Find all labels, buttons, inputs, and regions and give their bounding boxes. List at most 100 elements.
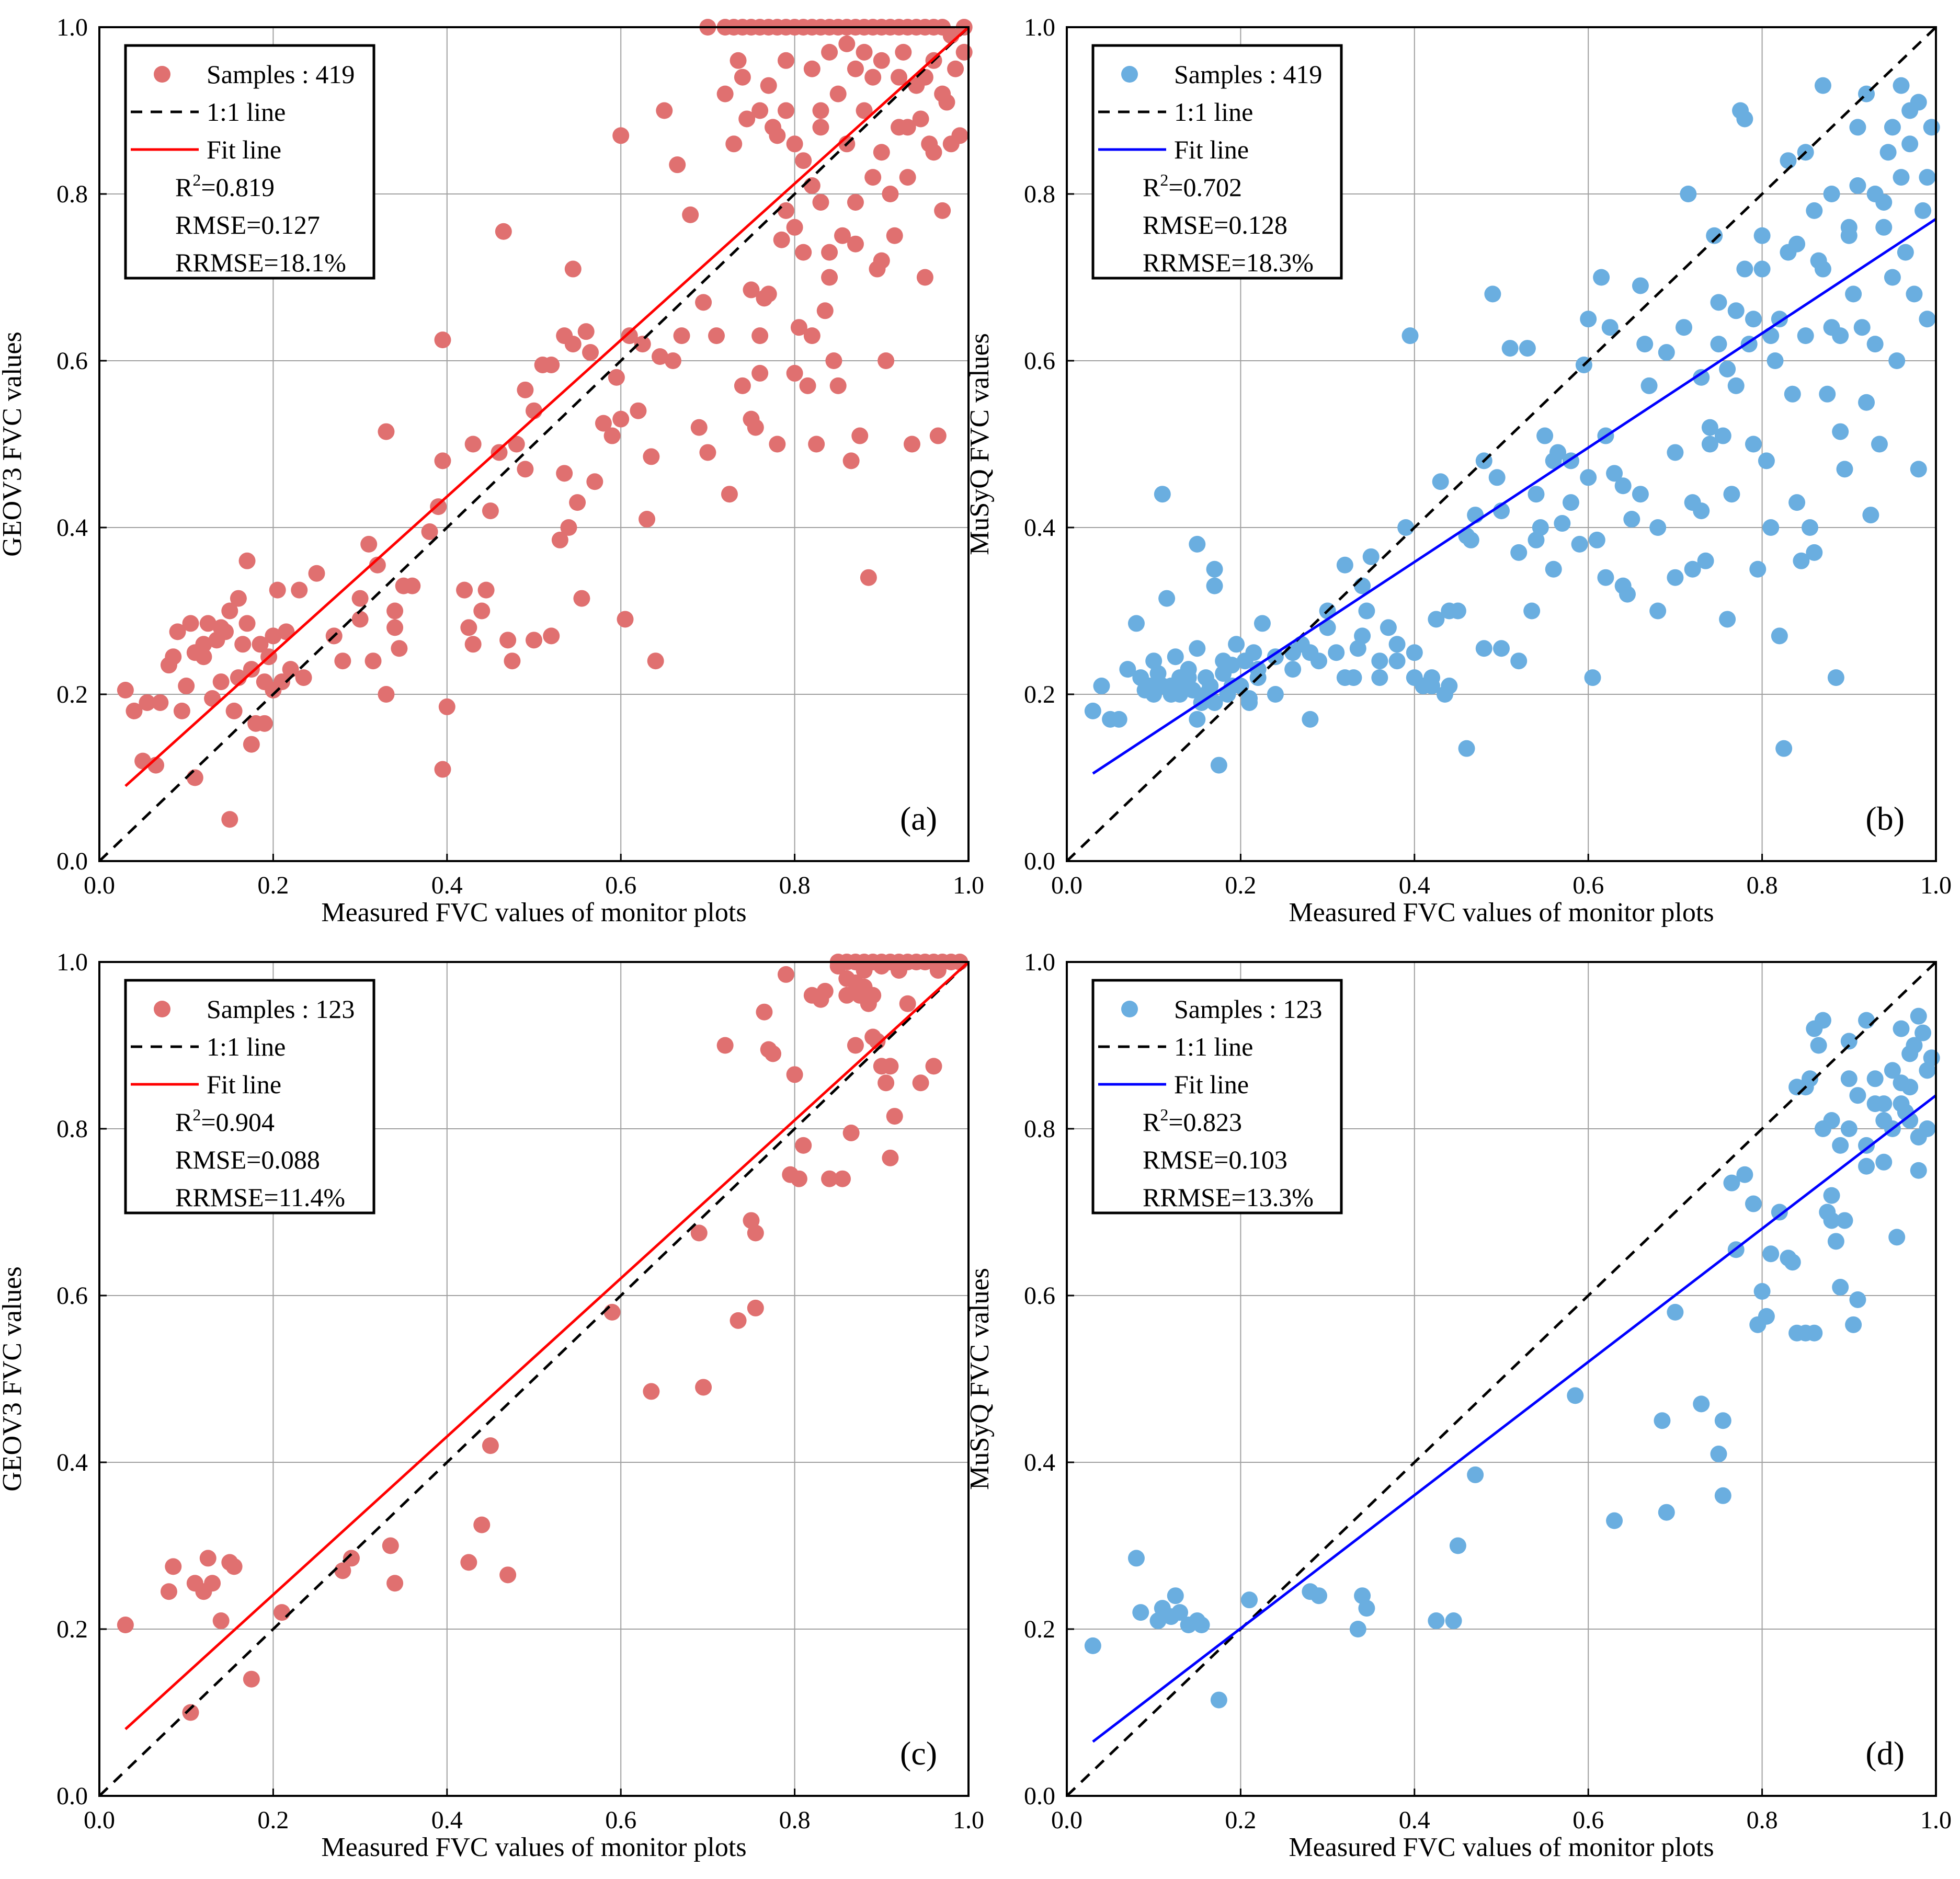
data-point	[829, 377, 847, 394]
data-point	[847, 1037, 864, 1054]
data-point	[1840, 1120, 1858, 1137]
fit-line	[124, 26, 970, 787]
data-point	[1714, 1487, 1731, 1504]
data-point	[751, 327, 769, 345]
data-point	[1858, 1012, 1875, 1029]
legend-box	[1091, 979, 1343, 1215]
legend-rmse: RMSE=0.103	[1143, 1145, 1287, 1174]
data-point	[517, 461, 534, 478]
data-point	[1619, 586, 1636, 603]
legend-r2: R2=0.702	[1143, 170, 1242, 202]
data-point	[1736, 260, 1753, 278]
x-tick-label: 0.8	[779, 872, 811, 899]
data-point	[1562, 494, 1579, 511]
data-point	[777, 202, 794, 219]
data-point	[621, 327, 638, 345]
data-point	[716, 85, 734, 102]
data-point	[1241, 1591, 1258, 1609]
y-tick-label: 0.8	[1024, 1115, 1055, 1143]
data-point	[925, 1058, 942, 1075]
data-point	[1823, 319, 1840, 336]
legend: Samples : 123 1:1 line Fit line R2=0.823 RMS…	[1091, 979, 1343, 1215]
data-point	[899, 169, 916, 186]
data-point	[1510, 652, 1528, 670]
data-point	[238, 552, 256, 569]
data-point	[195, 636, 212, 653]
data-point	[269, 581, 286, 599]
data-point	[795, 152, 812, 169]
data-point	[1397, 519, 1415, 536]
data-point	[1858, 394, 1875, 411]
data-point	[756, 1003, 773, 1021]
data-point	[1189, 640, 1206, 657]
data-point	[1832, 1279, 1849, 1296]
data-point	[1084, 1637, 1101, 1654]
data-point	[378, 423, 395, 440]
data-point	[738, 110, 756, 128]
data-point	[1388, 652, 1406, 670]
data-point	[386, 1575, 404, 1592]
data-point	[1371, 669, 1388, 686]
data-point	[934, 202, 951, 219]
data-point	[1714, 1412, 1731, 1429]
legend-fit: Fit line	[207, 135, 281, 164]
data-point	[1658, 1504, 1675, 1521]
y-tick-label: 0.4	[1024, 1449, 1055, 1476]
data-point	[769, 127, 786, 144]
data-point	[1667, 1303, 1684, 1321]
data-point	[656, 102, 673, 119]
data-point	[499, 1566, 517, 1584]
legend-oneone: 1:1 line	[1174, 1032, 1253, 1061]
x-tick-label: 0.0	[84, 1806, 115, 1834]
data-point	[864, 987, 882, 1004]
data-point	[1362, 548, 1380, 565]
data-point	[1658, 344, 1675, 361]
data-point	[126, 702, 143, 719]
data-point	[847, 235, 864, 253]
data-point	[1901, 1045, 1919, 1062]
data-point	[1745, 1195, 1762, 1212]
data-point	[482, 1437, 499, 1454]
data-point	[1910, 1007, 1927, 1025]
data-point	[795, 244, 812, 261]
data-point	[743, 410, 760, 428]
data-point	[1145, 686, 1163, 703]
data-point	[1428, 1612, 1445, 1630]
x-tick-label: 0.4	[431, 872, 463, 899]
data-point	[1193, 1617, 1210, 1634]
data-point	[886, 1108, 903, 1125]
legend-rmse: RMSE=0.127	[175, 210, 320, 239]
data-point	[799, 377, 816, 394]
data-point	[1823, 186, 1840, 202]
data-point	[695, 294, 712, 311]
data-point	[225, 702, 243, 719]
data-point	[769, 436, 786, 453]
data-point	[391, 640, 408, 657]
legend-r2: R2=0.819	[175, 170, 275, 202]
panel-c: 0.0 0.2 0.4 0.6 0.8 1.0 0.0 0.2 0.4 0.6 0.8 1.0 Meas…	[0, 948, 984, 1862]
data-point	[1810, 1037, 1827, 1054]
data-point	[1571, 535, 1588, 553]
data-point	[812, 193, 829, 211]
legend-marker-samples	[154, 66, 170, 83]
data-point	[673, 327, 690, 345]
data-point	[517, 381, 534, 398]
data-point	[1875, 1153, 1893, 1171]
data-point	[816, 982, 834, 1000]
data-point	[1875, 219, 1893, 236]
data-point	[690, 1224, 708, 1242]
data-point	[1823, 1212, 1840, 1229]
data-point	[421, 523, 438, 540]
data-point	[643, 448, 660, 465]
data-point	[1723, 486, 1740, 503]
data-point	[786, 364, 803, 382]
data-point	[838, 987, 856, 1004]
data-point	[1771, 1204, 1788, 1221]
data-point	[873, 52, 890, 69]
data-point	[508, 436, 525, 453]
data-point	[1358, 1600, 1375, 1617]
data-point	[856, 43, 873, 61]
data-point	[1623, 511, 1640, 528]
data-point	[1884, 119, 1901, 136]
data-point	[1210, 1691, 1227, 1709]
